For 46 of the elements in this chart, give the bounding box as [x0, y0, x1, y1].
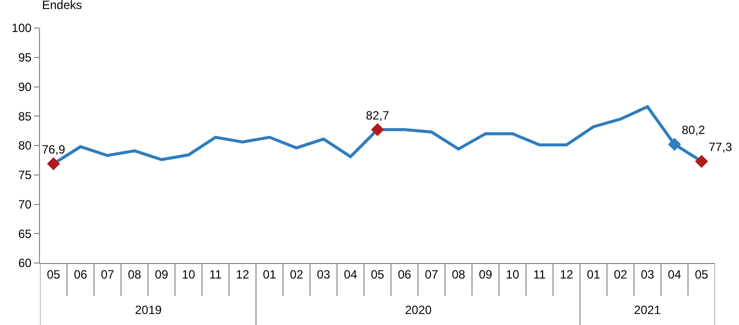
- data-label: 82,7: [366, 108, 390, 122]
- point: [371, 123, 384, 136]
- x-tick-label: 08: [452, 267, 466, 282]
- x-tick-label: 06: [398, 267, 412, 282]
- y-tick-label: 100: [12, 21, 32, 36]
- x-tick-label: 12: [236, 267, 250, 282]
- y-tick-label: 85: [18, 109, 32, 124]
- text: 2020: [405, 303, 432, 317]
- x-tick-label: 11: [533, 267, 546, 282]
- x-tick-label: 01: [262, 267, 276, 282]
- x-tick-label: 10: [506, 267, 520, 282]
- x-tick-label: 06: [74, 267, 88, 282]
- point: [47, 157, 60, 170]
- x-tick-label: 12: [560, 267, 574, 282]
- x-tick-label: 05: [46, 267, 60, 282]
- x-tick-label: 03: [640, 267, 654, 282]
- x-tick-label: 05: [694, 267, 708, 282]
- y-tick-label: 70: [18, 197, 32, 212]
- x-tick-label: 04: [668, 267, 682, 282]
- y-axis-title: Endeks: [42, 0, 82, 12]
- x-tick-label: 07: [100, 267, 114, 282]
- data-label: 76,9: [42, 142, 66, 156]
- x-tick-label: 07: [424, 267, 438, 282]
- text: 2021: [634, 303, 662, 317]
- y-tick-label: 90: [18, 80, 32, 94]
- y-tick-label: 60: [18, 256, 32, 270]
- point: [668, 138, 681, 151]
- x-tick-label: 09: [478, 267, 492, 282]
- x-tick-label: 02: [614, 267, 628, 282]
- x-tick-label: 05: [370, 267, 384, 282]
- x-tick-label: 09: [154, 267, 168, 282]
- x-tick-label: 11: [209, 267, 222, 282]
- x-tick-label: 01: [586, 267, 600, 282]
- y-tick-label: 95: [18, 50, 32, 65]
- x-tick-label: 02: [290, 267, 304, 282]
- x-tick-label: 08: [128, 267, 142, 282]
- text: 2019: [135, 303, 162, 317]
- x-tick-label: 03: [316, 267, 330, 282]
- y-tick-label: 75: [18, 168, 32, 182]
- y-tick-label: 65: [18, 226, 32, 241]
- data-label: 77,3: [708, 140, 732, 154]
- y-tick-label: 80: [18, 138, 32, 153]
- x-tick-label: 04: [344, 267, 358, 282]
- data-label: 80,2: [682, 123, 706, 138]
- x-tick-label: 10: [182, 267, 196, 282]
- point: [695, 154, 708, 168]
